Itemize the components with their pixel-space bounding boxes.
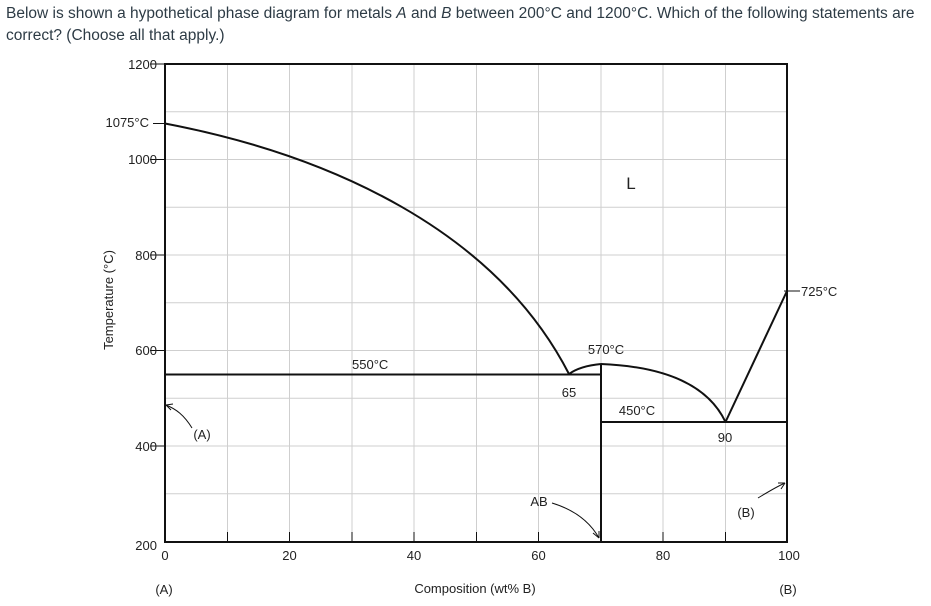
compound-melting-label: 570°C — [588, 342, 624, 357]
y-tick-label: 600 — [135, 343, 157, 358]
eutectic-2-temp-label: 450°C — [619, 403, 655, 418]
liquidus-a-side — [164, 122, 570, 375]
y-tick-label: 200 — [135, 538, 157, 553]
grid — [165, 64, 787, 542]
end-label-a: (A) — [155, 582, 172, 597]
y-tick-label: 400 — [135, 439, 157, 454]
y-axis-title: Temperature (°C) — [101, 250, 116, 350]
x-tick-label: 60 — [531, 548, 545, 563]
melting-point-b-label: 725°C — [801, 284, 837, 299]
melting-point-a-label: 1075°C — [105, 115, 149, 130]
end-label-b: (B) — [779, 582, 796, 597]
arrow-to-ab — [551, 502, 600, 539]
liquidus-ab-right — [600, 363, 727, 423]
metal-a-name: A — [396, 5, 407, 22]
question-part-1: Below is shown a hypothetical phase diag… — [6, 5, 397, 22]
eutectic-1-comp-label: 65 — [562, 385, 576, 400]
arrow-to-phase-a — [165, 404, 193, 429]
leader-arrows — [165, 403, 786, 539]
metal-b-name: B — [441, 5, 452, 22]
y-axis-ticks: 1200 1000 800 600 400 200 — [128, 57, 157, 553]
question-part-2: and — [406, 5, 442, 22]
x-tick-label: 100 — [778, 548, 800, 563]
question-part-3: between 200°C and 1200°C. Which of the f… — [6, 5, 915, 44]
arrow-to-phase-b — [757, 482, 786, 499]
y-tick-label: 800 — [135, 248, 157, 263]
y-tick-label: 1200 — [128, 57, 157, 72]
x-tick-label: 80 — [656, 548, 670, 563]
y-tick-label: 1000 — [128, 152, 157, 167]
x-tick-marks — [227, 532, 726, 542]
x-tick-label: 40 — [407, 548, 421, 563]
phase-a-label: (A) — [193, 427, 210, 442]
liquidus-b-side — [724, 290, 788, 423]
eutectic-2-comp-label: 90 — [718, 430, 732, 445]
phase-boundaries — [164, 122, 788, 542]
phase-compound-label: AB — [530, 494, 547, 509]
x-axis-title: Composition (wt% B) — [414, 581, 535, 596]
x-axis-ticks: 0 20 40 60 80 100 — [161, 548, 799, 563]
phase-liquid-label: L — [626, 174, 635, 193]
x-tick-label: 0 — [161, 548, 168, 563]
y-tick-marks — [150, 63, 165, 447]
liquidus-ab-left — [568, 363, 602, 375]
x-tick-label: 20 — [282, 548, 296, 563]
phase-b-label: (B) — [737, 505, 754, 520]
eutectic-1-temp-label: 550°C — [352, 357, 388, 372]
question-text: Below is shown a hypothetical phase diag… — [6, 3, 921, 47]
